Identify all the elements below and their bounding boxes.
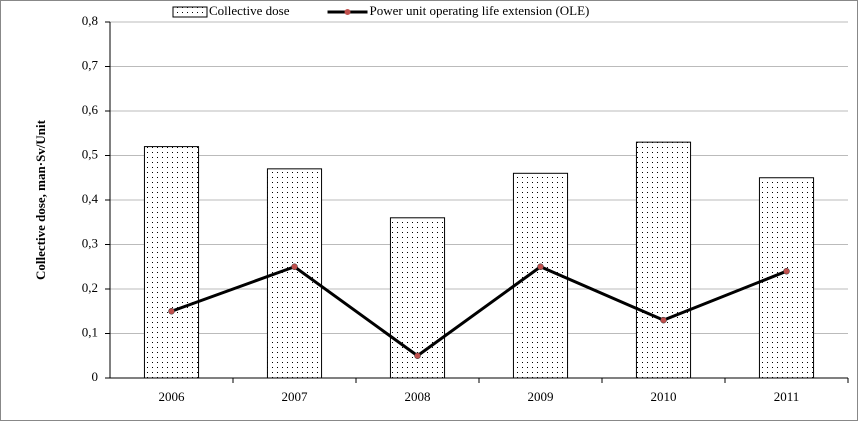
y-tick-label: 0,5: [82, 146, 98, 161]
y-tick-label: 0,2: [82, 280, 98, 295]
marker: [291, 263, 298, 270]
bar: [266, 168, 323, 379]
y-axis-title: Collective dose, man·Sv/Unit: [33, 119, 48, 280]
bar: [143, 146, 200, 379]
x-tick-label: 2009: [528, 389, 554, 404]
marker: [414, 352, 421, 359]
y-tick-label: 0,4: [82, 191, 99, 206]
legend-label: Collective dose: [209, 3, 290, 18]
legend-marker: [344, 9, 351, 15]
x-tick-label: 2010: [651, 389, 677, 404]
marker: [537, 263, 544, 270]
y-tick-label: 0,8: [82, 13, 98, 28]
bar: [635, 141, 692, 379]
legend-swatch: [172, 6, 208, 18]
legend-label: Power unit operating life extension (OLE…: [370, 3, 590, 18]
marker: [660, 316, 667, 324]
y-tick-label: 0,3: [82, 235, 98, 250]
bar: [389, 217, 446, 379]
x-tick-label: 2011: [774, 389, 800, 404]
y-tick-label: 0,6: [82, 102, 99, 117]
x-tick-label: 2007: [282, 389, 309, 404]
y-tick-label: 0,7: [82, 57, 99, 72]
y-tick-label: 0: [92, 369, 99, 384]
x-tick-label: 2006: [159, 389, 186, 404]
y-tick-label: 0,1: [82, 324, 98, 339]
marker: [168, 308, 175, 315]
marker: [783, 267, 790, 275]
line: [170, 265, 788, 358]
x-tick-label: 2008: [405, 389, 431, 404]
